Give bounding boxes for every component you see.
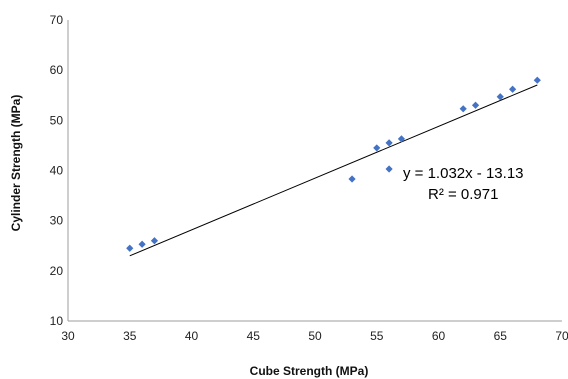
y-axis-title: Cylinder Strength (MPa) (9, 95, 23, 232)
trendline-equation: y = 1.032x - 13.13 (403, 165, 524, 182)
data-point (496, 93, 504, 101)
y-tick-label: 70 (50, 13, 64, 27)
x-tick-label: 55 (370, 329, 384, 343)
x-tick-label: 70 (555, 329, 568, 343)
x-tick-labels: 30 35 40 45 50 55 60 65 70 (61, 329, 568, 343)
y-tick-label: 40 (50, 164, 64, 178)
data-point (150, 237, 159, 245)
data-point (138, 240, 146, 248)
r-squared-label: R² = 0.971 (428, 186, 498, 203)
x-tick-label: 45 (247, 329, 261, 343)
y-tick-label: 20 (50, 264, 64, 278)
x-axis-title: Cube Strength (MPa) (250, 364, 369, 378)
x-tick-label: 30 (61, 329, 75, 343)
data-point (385, 165, 393, 173)
data-point (471, 101, 480, 109)
data-point (126, 244, 134, 252)
data-point (373, 144, 381, 152)
y-tick-labels: 10 20 30 40 50 60 70 (50, 13, 64, 328)
x-tick-label: 65 (494, 329, 508, 343)
trendline (129, 84, 538, 257)
x-tick-label: 40 (185, 329, 199, 343)
data-point (385, 139, 393, 147)
x-tick-label: 50 (308, 329, 322, 343)
data-point (533, 76, 541, 84)
y-tick-label: 50 (50, 113, 64, 127)
x-tick-label: 35 (123, 329, 137, 343)
data-points (126, 76, 541, 252)
data-point (348, 175, 356, 183)
x-tick-label: 60 (432, 329, 446, 343)
data-point (397, 135, 406, 143)
y-tick-label: 10 (50, 314, 64, 328)
data-point (459, 105, 467, 113)
y-tick-label: 60 (50, 63, 64, 77)
data-point (509, 85, 517, 93)
plot-area: 30 35 40 45 50 55 60 65 70 10 20 30 40 50 60 70 (50, 13, 568, 343)
y-tick-label: 30 (50, 214, 64, 228)
